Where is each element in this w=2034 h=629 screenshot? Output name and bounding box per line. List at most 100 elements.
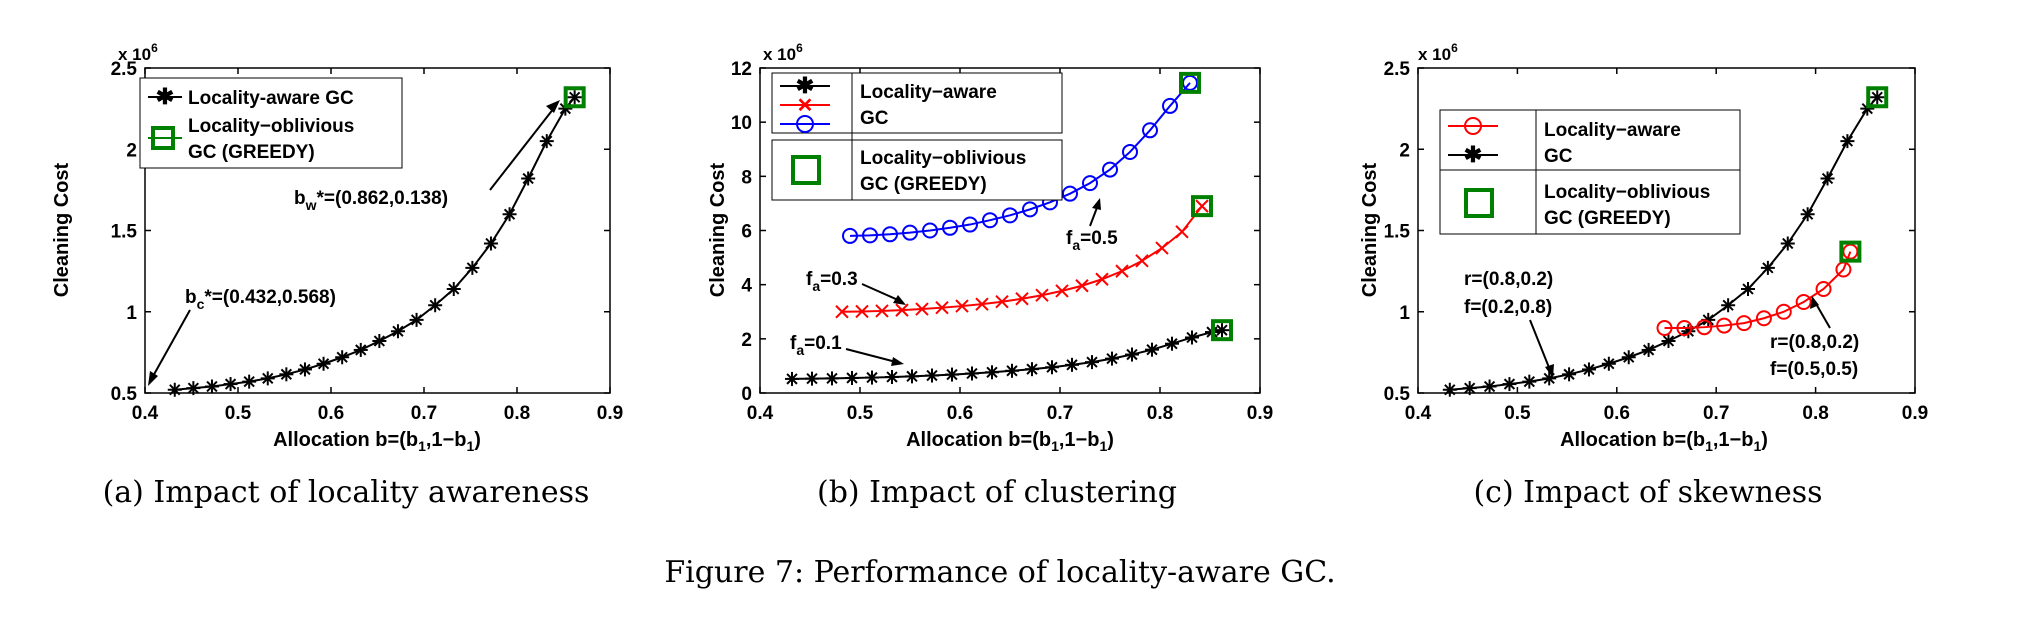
data-point-c-0-17 <box>1780 236 1795 251</box>
axis-ticks-c: 0.4 0.5 0.6 0.7 0.8 0.90.511.522.5 <box>1384 59 1929 424</box>
subcaption-a: (a) Impact of locality awareness <box>103 475 590 510</box>
data-point-c-0-8 <box>1601 356 1616 371</box>
y-tick-label-b: 8 <box>741 167 752 188</box>
data-point-a-0-13 <box>409 312 424 327</box>
data-point-c-1-7 <box>1795 294 1812 310</box>
axis-ticks-a: 0.4 0.5 0.6 0.7 0.8 0.90.511.522.5 <box>111 59 624 424</box>
x-tick-label-a: 0.4 <box>132 403 159 424</box>
data-point-b-2-0 <box>785 371 799 386</box>
data-point-c-0-19 <box>1820 171 1835 186</box>
legend-label-aware-c: Locality−aware <box>1544 120 1681 141</box>
data-point-a-0-9 <box>335 350 350 365</box>
annotation-fa01: fa=0.1 <box>790 333 842 358</box>
legend-marker-circle-b <box>796 115 814 133</box>
data-point-b-2-14 <box>1065 357 1079 372</box>
x-axis-label-b: Allocation b=(b1,1−b1) <box>906 429 1114 454</box>
data-point-b-2-1 <box>805 371 819 386</box>
data-point-c-2-0 <box>1839 240 1862 263</box>
data-point-b-1-13 <box>1095 272 1109 286</box>
y-multiplier-c: x 106 <box>1418 41 1458 64</box>
legend-box-c1 <box>1439 109 1741 171</box>
data-point-c-0-6 <box>1562 367 1577 382</box>
annotation-fa03: fa=0.3 <box>806 269 858 294</box>
legend-label-aware-b2: GC <box>860 108 889 129</box>
data-point-b-2-16 <box>1105 351 1119 366</box>
x-tick-label-c: 0.8 <box>1802 403 1828 424</box>
data-point-b-2-4 <box>865 370 879 385</box>
data-point-a-0-8 <box>316 356 331 371</box>
annotations-b: fa=0.5 fa=0.3 fa=0.1 <box>790 198 1118 366</box>
data-point-b-0-13 <box>1102 161 1118 178</box>
legend-marker-circle-c <box>1464 117 1482 135</box>
annotation-arrow-bw <box>489 107 555 191</box>
data-point-b-3-0 <box>1179 71 1201 94</box>
data-point-c-0-3 <box>1502 377 1517 392</box>
x-tick-label-b: 0.6 <box>947 403 973 424</box>
y-tick-label-a: 0.5 <box>111 384 138 405</box>
x-tick-label-b: 0.7 <box>1047 403 1073 424</box>
x-axis-label-c: Allocation b=(b1,1−b1) <box>1560 429 1768 454</box>
data-point-c-1-0 <box>1656 320 1673 336</box>
data-point-b-0-1 <box>862 227 878 244</box>
y-tick-label-c: 1 <box>1399 303 1410 324</box>
data-point-b-1-2 <box>875 304 889 318</box>
data-point-b-2-20 <box>1185 330 1199 345</box>
x-tick-label-c: 0.9 <box>1902 403 1928 424</box>
series-layer-c <box>1442 86 1889 397</box>
y-tick-label-c: 1.5 <box>1384 222 1411 243</box>
arrowhead-bw <box>546 100 560 113</box>
data-point-c-0-18 <box>1800 207 1815 222</box>
data-point-a-0-4 <box>242 374 257 389</box>
arrowhead-bc <box>148 371 158 386</box>
data-point-c-2-1 <box>1866 86 1889 109</box>
data-point-a-0-18 <box>502 207 517 222</box>
data-point-b-0-6 <box>962 216 978 233</box>
annotation-f05-right: f=(0.5,0.5) <box>1770 359 1858 380</box>
annotation-arrow-bc <box>151 309 191 379</box>
chart-panel-c: x 106 0.4 0.5 0.6 0.7 0.8 0.90.511.522.5 Clea… <box>1359 41 1928 510</box>
data-point-b-3-2 <box>1211 319 1233 342</box>
legend-a: ✱ Locality-aware GC Locality−oblivious G… <box>139 77 403 169</box>
data-point-b-2-18 <box>1145 342 1159 357</box>
data-point-c-1-3 <box>1716 317 1733 334</box>
data-point-b-0-12 <box>1082 175 1098 192</box>
y-tick-label-c: 2 <box>1399 140 1410 161</box>
data-point-a-0-6 <box>279 367 294 382</box>
y-tick-label-a: 1.5 <box>111 222 138 243</box>
data-point-b-2-8 <box>945 367 959 382</box>
series-layer-a <box>167 86 586 397</box>
legend-b: ✱ ✕ Locality−aware GC Locality−oblivious… <box>771 72 1063 201</box>
data-point-b-2-19 <box>1165 336 1179 351</box>
data-point-c-0-12 <box>1681 324 1696 339</box>
data-point-b-1-3 <box>895 303 909 317</box>
data-point-b-0-5 <box>942 219 958 236</box>
x-tick-label-c: 0.5 <box>1504 403 1531 424</box>
x-tick-label-b: 0.4 <box>747 403 774 424</box>
data-point-a-0-11 <box>372 334 387 348</box>
data-point-b-2-3 <box>845 370 859 385</box>
x-tick-label-b: 0.9 <box>1247 403 1273 424</box>
y-axis-label-a: Cleaning Cost <box>51 162 73 297</box>
x-tick-label-a: 0.6 <box>318 403 344 424</box>
data-point-a-1-0 <box>563 86 586 109</box>
figure-caption: Figure 7: Performance of locality-aware … <box>664 555 1335 590</box>
y-tick-label-b: 12 <box>731 59 752 80</box>
data-point-c-0-11 <box>1661 334 1676 348</box>
data-point-c-1-5 <box>1755 310 1772 327</box>
y-axis-label-c: Cleaning Cost <box>1359 162 1381 297</box>
legend-label-oblivious-a: Locality−oblivious <box>188 116 354 137</box>
data-point-a-0-12 <box>390 324 405 339</box>
y-multiplier-b: x 106 <box>763 41 803 64</box>
data-point-c-0-20 <box>1840 134 1855 149</box>
data-point-b-0-2 <box>882 226 898 243</box>
y-tick-label-b: 10 <box>731 113 752 134</box>
x-tick-label-b: 0.8 <box>1147 403 1173 424</box>
legend-c: ✱ Locality−aware GC Locality−oblivious G… <box>1439 109 1741 235</box>
legend-marker-square-c <box>1464 188 1494 218</box>
legend-label-aware-a: Locality-aware GC <box>188 88 354 109</box>
legend-marker-square-b <box>791 155 821 185</box>
data-point-c-0-7 <box>1581 362 1596 377</box>
data-point-c-0-10 <box>1641 342 1656 357</box>
data-point-b-0-14 <box>1122 143 1138 160</box>
data-point-c-0-4 <box>1522 374 1537 389</box>
